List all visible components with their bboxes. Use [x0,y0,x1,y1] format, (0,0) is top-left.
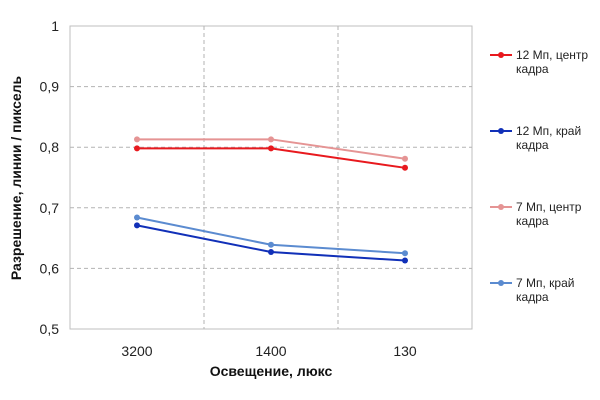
legend-swatch-marker [498,204,504,210]
y-tick-label: 0,9 [40,79,60,95]
x-tick-label: 1400 [255,343,286,359]
y-tick-label: 1 [51,18,59,34]
x-axis-title: Освещение, люкс [210,363,333,379]
legend-label-line: кадра [516,138,549,152]
data-point [402,164,408,171]
legend-label: 12 Мп, край кадра [516,124,581,152]
plot-area [69,25,473,330]
data-point [134,214,140,221]
x-tick-label: 3200 [121,343,152,359]
y-tick-labels: 0,5 0,6 0,7 0,8 0,9 1 [40,18,60,337]
legend-swatch-marker [498,128,504,134]
data-point [268,241,274,248]
data-point [402,250,408,257]
data-point [134,145,140,152]
y-tick-label: 0,7 [40,200,60,216]
legend-swatch-marker [498,280,504,286]
legend-label-line: 7 Мп, центр [516,200,582,214]
data-point [134,222,140,229]
x-tick-label: 130 [393,343,417,359]
y-tick-label: 0,8 [40,139,60,155]
legend-label-line: кадра [516,290,549,304]
y-tick-label: 0,5 [40,321,60,337]
legend-label: 12 Мп, центр кадра [516,48,588,76]
legend-swatch-marker [498,52,504,58]
legend-label-line: 12 Мп, край [516,124,581,138]
legend-label-line: кадра [516,214,549,228]
legend-label-line: 12 Мп, центр [516,48,588,62]
data-point [268,249,274,256]
data-point [402,155,408,162]
legend-label: 7 Мп, край кадра [516,276,574,304]
x-tick-labels: 3200 1400 130 [121,343,416,359]
data-point [134,136,140,143]
series-lines [134,136,408,264]
legend-label: 7 Мп, центр кадра [516,200,582,228]
data-point [268,145,274,152]
data-point [268,136,274,143]
y-axis-title: Разрешение, линии / пиксель [8,75,24,280]
legend-label-line: 7 Мп, край [516,276,574,290]
y-tick-label: 0,6 [40,260,60,276]
legend-label-line: кадра [516,62,549,76]
data-point [402,257,408,264]
